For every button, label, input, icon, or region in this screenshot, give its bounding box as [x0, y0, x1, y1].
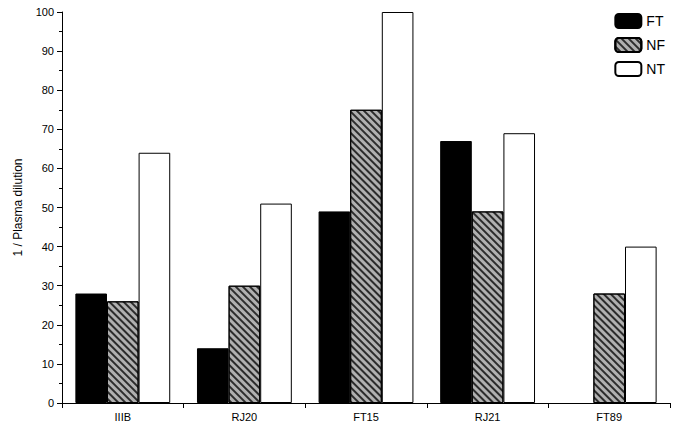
svg-text:100: 100 [36, 6, 54, 18]
svg-text:90: 90 [42, 45, 54, 57]
svg-text:20: 20 [42, 319, 54, 331]
svg-text:FT: FT [646, 13, 664, 29]
svg-text:FT89: FT89 [596, 411, 622, 423]
svg-text:RJ21: RJ21 [475, 411, 501, 423]
svg-text:10: 10 [42, 358, 54, 370]
svg-text:80: 80 [42, 84, 54, 96]
svg-text:NT: NT [646, 61, 665, 77]
svg-text:70: 70 [42, 123, 54, 135]
svg-text:60: 60 [42, 162, 54, 174]
svg-text:FT15: FT15 [353, 411, 379, 423]
svg-text:RJ20: RJ20 [232, 411, 258, 423]
svg-text:40: 40 [42, 241, 54, 253]
svg-text:IIIB: IIIB [115, 411, 132, 423]
svg-text:0: 0 [48, 397, 54, 409]
svg-text:1 / Plasma dilution: 1 / Plasma dilution [11, 158, 25, 256]
svg-text:NF: NF [646, 37, 665, 53]
svg-text:50: 50 [42, 202, 54, 214]
svg-text:30: 30 [42, 280, 54, 292]
